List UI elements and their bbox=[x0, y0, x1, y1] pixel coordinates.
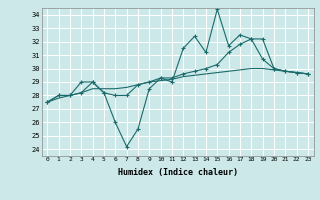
X-axis label: Humidex (Indice chaleur): Humidex (Indice chaleur) bbox=[118, 168, 237, 177]
